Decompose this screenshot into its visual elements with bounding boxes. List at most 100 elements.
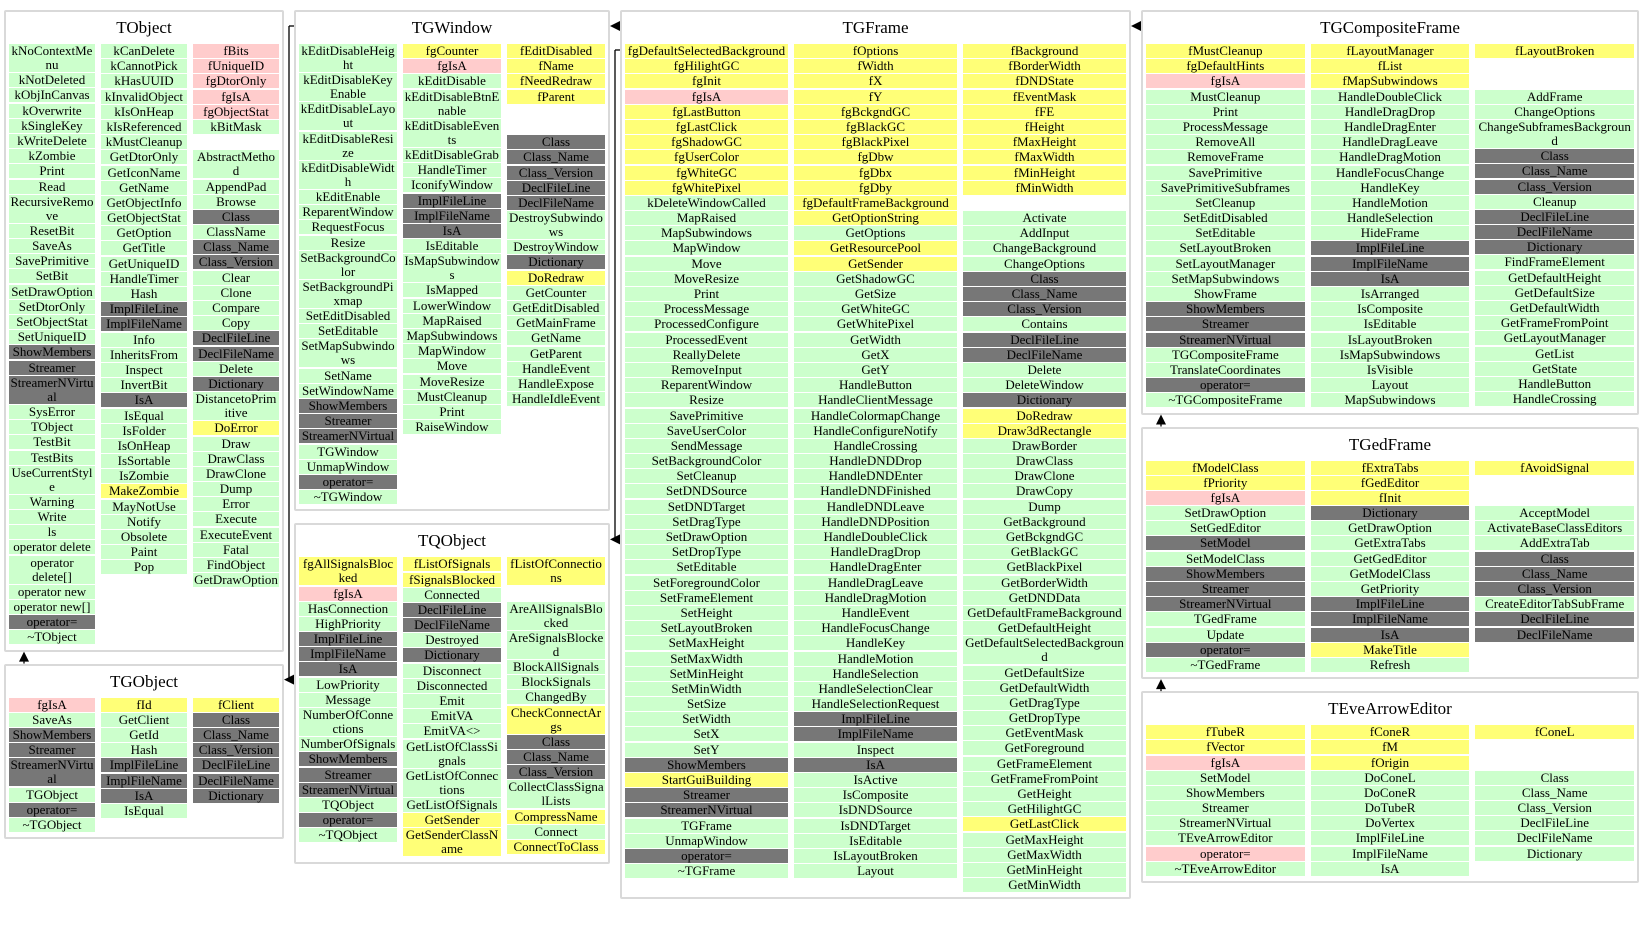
class-member[interactable]: Class bbox=[507, 734, 605, 749]
class-member[interactable]: HandleDoubleClick bbox=[1310, 89, 1470, 104]
class-member[interactable]: GetList bbox=[1475, 346, 1635, 361]
class-member[interactable]: Class_Version bbox=[507, 165, 605, 180]
class-member[interactable]: IsSortable bbox=[101, 454, 187, 469]
class-member[interactable]: fModelClass bbox=[1146, 460, 1305, 475]
class-member[interactable]: GetObjectInfo bbox=[101, 195, 187, 210]
class-member[interactable]: DeclFileLine bbox=[1475, 209, 1635, 224]
class-member[interactable]: Connect bbox=[507, 824, 605, 839]
class-member[interactable]: SetMapSubwindows bbox=[299, 339, 397, 368]
class-member[interactable]: ImplFileName bbox=[101, 773, 187, 788]
class-member[interactable]: AddFrame bbox=[1475, 89, 1635, 104]
class-member[interactable]: GetMaxHeight bbox=[963, 832, 1126, 847]
class-member[interactable]: fgWhiteGC bbox=[625, 165, 788, 180]
class-title[interactable]: TGWindow bbox=[411, 18, 493, 37]
class-member[interactable]: TGCompositeFrame bbox=[1146, 347, 1305, 362]
class-member[interactable]: SetMaxHeight bbox=[625, 636, 788, 651]
class-member[interactable]: HandleFocusChange bbox=[1310, 165, 1470, 180]
class-member[interactable]: HandleDragMotion bbox=[794, 590, 957, 605]
class-member[interactable]: ~TQObject bbox=[299, 828, 397, 843]
class-member[interactable]: DeleteWindow bbox=[963, 378, 1126, 393]
class-member[interactable]: SendMessage bbox=[625, 438, 788, 453]
class-member[interactable]: HandleDragLeave bbox=[1310, 135, 1470, 150]
class-member[interactable]: Print bbox=[9, 164, 95, 179]
class-member[interactable]: fUniqueID bbox=[193, 59, 279, 74]
class-member[interactable]: GetTitle bbox=[101, 241, 187, 256]
class-member[interactable]: HandleDragDrop bbox=[794, 545, 957, 560]
class-member[interactable]: ImplFileName bbox=[1310, 612, 1470, 627]
class-member[interactable]: fgDtorOnly bbox=[193, 74, 279, 89]
class-member[interactable]: fX bbox=[794, 74, 957, 89]
class-member[interactable]: AddExtraTab bbox=[1475, 536, 1635, 551]
class-member[interactable]: ImplFileName bbox=[403, 208, 501, 223]
class-member[interactable]: Class_Version bbox=[193, 743, 279, 758]
class-member[interactable]: Cleanup bbox=[1475, 194, 1635, 209]
class-member[interactable]: ChangedBy bbox=[507, 690, 605, 705]
class-member[interactable]: fLayoutManager bbox=[1310, 44, 1470, 58]
class-member[interactable]: Streamer bbox=[299, 767, 397, 782]
class-member[interactable]: SetBackgroundColor bbox=[625, 454, 788, 469]
class-member[interactable]: GetFrameElement bbox=[963, 756, 1126, 771]
class-member[interactable]: Class bbox=[1475, 551, 1635, 566]
class-title[interactable]: TEveArrowEditor bbox=[1328, 699, 1452, 719]
class-member[interactable]: CompressName bbox=[507, 809, 605, 824]
class-member[interactable]: AddInput bbox=[963, 226, 1126, 241]
class-member[interactable]: GetDefaultFrameBackground bbox=[963, 605, 1126, 620]
class-member[interactable]: GetDefaultSelectedBackground bbox=[963, 636, 1126, 665]
class-member[interactable]: Class_Name bbox=[193, 240, 279, 255]
class-member[interactable]: Delete bbox=[963, 362, 1126, 377]
class-member[interactable]: SetDrawOption bbox=[625, 530, 788, 544]
class-member[interactable]: GetBlackGC bbox=[963, 545, 1126, 560]
class-member[interactable]: fgIsA bbox=[1146, 490, 1305, 505]
class-member[interactable]: fOptions bbox=[794, 44, 957, 58]
class-member[interactable]: DeclFileLine bbox=[403, 602, 501, 617]
class-member[interactable]: CollectClassSignalLists bbox=[507, 779, 605, 809]
class-member[interactable]: fParent bbox=[507, 89, 605, 104]
class-member[interactable]: GetDefaultWidth bbox=[963, 680, 1126, 695]
class-member[interactable]: HandleClientMessage bbox=[794, 393, 957, 408]
class-member[interactable]: GetX bbox=[794, 347, 957, 362]
class-member[interactable]: UnmapWindow bbox=[299, 459, 397, 474]
class-member[interactable]: ShowMembers bbox=[9, 727, 95, 742]
class-member[interactable]: SetMinWidth bbox=[625, 681, 788, 696]
class-member[interactable]: GetDragType bbox=[963, 695, 1126, 710]
class-member[interactable]: GetUniqueID bbox=[101, 256, 187, 271]
class-member[interactable]: IsLayoutBroken bbox=[794, 848, 957, 863]
class-member[interactable]: GetName bbox=[101, 180, 187, 195]
class-member[interactable]: DoConeL bbox=[1310, 770, 1470, 785]
class-member[interactable]: GetListOfSignals bbox=[403, 797, 501, 812]
class-member[interactable]: Streamer bbox=[1146, 582, 1305, 596]
class-member[interactable]: fOrigin bbox=[1310, 755, 1470, 770]
class-member[interactable]: MapSubwindows bbox=[1310, 393, 1470, 408]
class-member[interactable]: operator= bbox=[1146, 642, 1305, 657]
class-member[interactable]: kOverwrite bbox=[9, 103, 95, 118]
class-member[interactable]: MapWindow bbox=[625, 241, 788, 256]
class-member[interactable]: ~TObject bbox=[9, 630, 95, 645]
class-member[interactable]: Print bbox=[403, 404, 501, 419]
class-member[interactable]: GetMinWidth bbox=[963, 878, 1126, 893]
class-member[interactable]: ClassName bbox=[193, 225, 279, 240]
class-member[interactable]: GetMainFrame bbox=[507, 316, 605, 331]
class-member[interactable]: SetDNDTarget bbox=[625, 499, 788, 514]
class-member[interactable]: ExecuteEvent bbox=[193, 527, 279, 542]
class-member[interactable]: Obsolete bbox=[101, 530, 187, 544]
class-member[interactable]: HandleSelectionRequest bbox=[794, 697, 957, 712]
class-member[interactable]: SetDropType bbox=[625, 545, 788, 560]
class-member[interactable]: fgCounter bbox=[403, 44, 501, 58]
class-member[interactable]: StreamerNVirtual bbox=[299, 429, 397, 444]
class-member[interactable]: IconifyWindow bbox=[403, 178, 501, 193]
class-member[interactable]: kEditDisableResize bbox=[299, 131, 397, 160]
class-member[interactable]: IsA bbox=[1310, 861, 1470, 876]
class-member[interactable]: IsEditable bbox=[794, 833, 957, 848]
class-member[interactable]: IsA bbox=[1310, 271, 1470, 286]
class-member[interactable]: fDNDState bbox=[963, 74, 1126, 89]
class-member[interactable]: IsA bbox=[299, 662, 397, 677]
class-member[interactable]: Hash bbox=[101, 743, 187, 758]
class-member[interactable]: Print bbox=[625, 287, 788, 301]
class-member[interactable]: Class_Name bbox=[1475, 164, 1635, 179]
class-member[interactable]: SetEditable bbox=[1146, 226, 1305, 241]
class-member[interactable]: DeclFileName bbox=[193, 346, 279, 361]
class-member[interactable]: ~TGFrame bbox=[625, 864, 788, 879]
class-member[interactable]: Streamer bbox=[1146, 801, 1305, 816]
class-member[interactable]: HideFrame bbox=[1310, 226, 1470, 241]
class-member[interactable]: Dictionary bbox=[1475, 846, 1635, 861]
